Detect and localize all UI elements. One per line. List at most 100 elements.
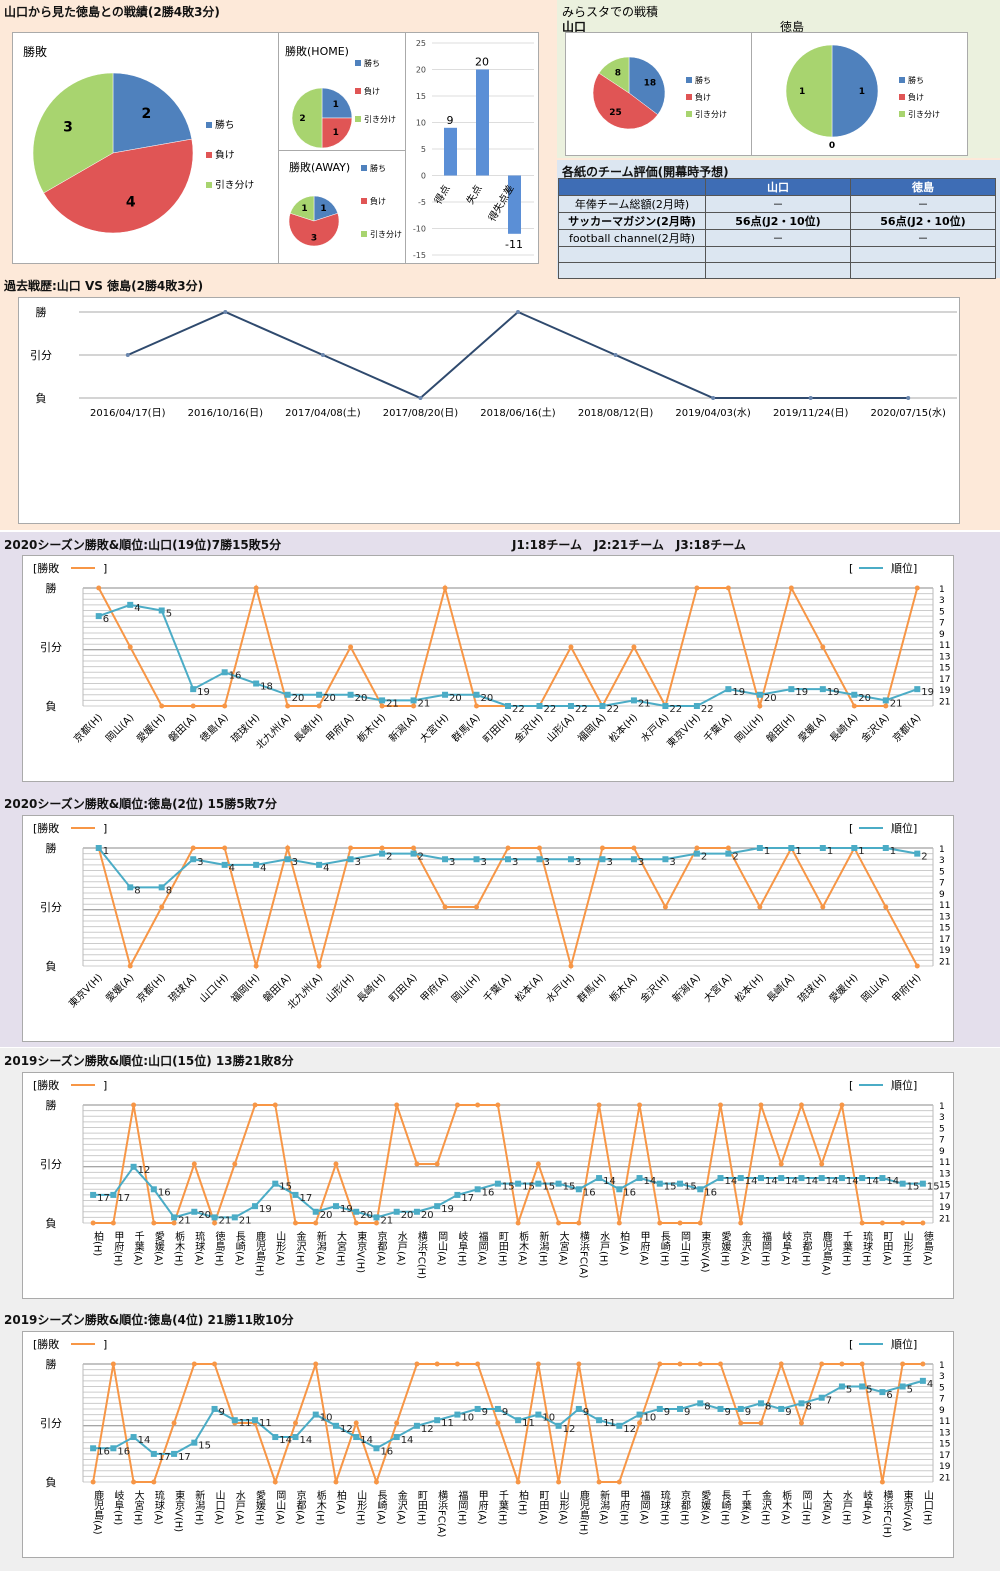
- result-point: [411, 845, 417, 851]
- rank-legend-label: 順位]: [891, 821, 917, 835]
- loss-slice: [321, 117, 353, 149]
- result-point: [725, 845, 731, 851]
- result-point: [285, 845, 291, 851]
- top-title: 山口から見た徳島との戦績(2勝4敗3分): [4, 5, 220, 19]
- rank-point: [473, 691, 480, 698]
- rank-point: [798, 1400, 805, 1407]
- result-point: [637, 1102, 643, 1108]
- bar-data-label: 20: [475, 56, 489, 69]
- result-point: [434, 1161, 440, 1167]
- rank-line: [93, 1379, 924, 1455]
- result-point: [631, 845, 637, 851]
- rank-point: [693, 850, 700, 857]
- x-tick-label: 甲府(H): [112, 1231, 124, 1266]
- rank-tick-label: 1: [939, 1102, 945, 1112]
- rank-legend-open: [: [849, 562, 853, 575]
- rank-point: [127, 884, 134, 891]
- x-tick-label: 2016/10/16(日): [188, 408, 264, 419]
- rank-data-label: 19: [197, 687, 210, 698]
- x-tick-label: 得点: [432, 183, 452, 206]
- result-point: [110, 1220, 116, 1226]
- rank-data-label: 9: [583, 1407, 589, 1418]
- rank-point: [373, 1214, 380, 1221]
- y-tick-label: 負: [36, 392, 47, 405]
- rank-point: [630, 697, 637, 704]
- result-legend-close: ]: [103, 1338, 107, 1351]
- result-point: [272, 1102, 278, 1108]
- x-tick-label: 松本(H): [606, 711, 640, 745]
- x-tick-label: 長崎(H): [719, 1490, 731, 1526]
- rank-point: [505, 856, 511, 863]
- x-tick-label: 岡山(A): [274, 1490, 286, 1525]
- legend-swatch: [355, 88, 361, 94]
- rank-data-label: 15: [907, 1182, 920, 1193]
- result-point: [434, 1361, 440, 1367]
- x-tick-label: 東京V(A): [901, 1489, 913, 1532]
- s2020t-title: 2020シーズン勝敗&順位:徳島(2位) 15勝5敗7分: [4, 797, 277, 811]
- rank-data-label: 22: [606, 704, 619, 715]
- x-tick-label: 琉球(H): [861, 1230, 873, 1267]
- rank-data-label: 9: [502, 1407, 508, 1418]
- rank-point: [757, 1400, 764, 1407]
- y-tick-label: 勝: [36, 305, 47, 319]
- x-tick-label: 横浜FC(H): [415, 1230, 427, 1279]
- legend-label: 負け: [215, 149, 235, 161]
- rank-data-label: 19: [441, 1204, 454, 1215]
- rank-data-label: 15: [542, 1182, 555, 1193]
- rank-data-label: 14: [401, 1435, 414, 1446]
- x-tick-label: 町田(A): [537, 1490, 549, 1525]
- rank-point: [882, 845, 889, 851]
- result-legend-label: [勝敗: [33, 821, 59, 835]
- rank-point: [312, 1411, 319, 1418]
- x-tick-label: 甲府(A): [323, 711, 357, 745]
- rank-point: [110, 1191, 117, 1198]
- x-tick-label: 金沢(A): [739, 1230, 751, 1266]
- x-tick-label: 甲府(A): [476, 1490, 488, 1525]
- x-tick-label: 岡山(H): [733, 712, 767, 746]
- rank-tick-label: 11: [939, 1158, 950, 1168]
- pie-data-label: 3: [311, 233, 317, 243]
- x-tick-label: 山形(H): [323, 972, 357, 1006]
- result-point: [151, 1479, 157, 1485]
- rank-point: [851, 845, 858, 851]
- result-point: [677, 1220, 683, 1226]
- rank-data-label: 21: [890, 698, 903, 709]
- pie-data-label: 1: [333, 128, 339, 138]
- x-tick-label: 新潟(H): [537, 1230, 549, 1267]
- result-legend-label: [勝敗: [33, 1337, 59, 1351]
- x-tick-label: 金沢(A): [395, 1489, 407, 1525]
- x-tick-label: 2018/06/16(土): [480, 406, 556, 419]
- result-point: [348, 845, 354, 851]
- x-tick-label: 栃木(H): [314, 1489, 326, 1526]
- main-pie-title: 勝敗: [23, 45, 48, 59]
- x-tick-label: 徳島(H): [213, 1230, 225, 1267]
- result-point: [535, 1361, 541, 1367]
- result-point: [819, 1361, 825, 1367]
- rank-point: [347, 856, 354, 863]
- y-tick-label: 10: [416, 119, 426, 128]
- legend-swatch: [899, 111, 905, 117]
- rank-point: [494, 1405, 501, 1412]
- x-tick-label: 山形(A): [274, 1231, 286, 1266]
- rank-data-label: 9: [725, 1407, 731, 1418]
- result-point: [900, 1361, 906, 1367]
- rank-point: [410, 697, 417, 704]
- result-point: [131, 1102, 137, 1108]
- rank-point: [536, 703, 543, 709]
- rank-tick-label: 11: [939, 1417, 950, 1427]
- result-point: [333, 1479, 339, 1485]
- x-tick-label: 京都(A): [294, 1489, 306, 1525]
- result-point: [920, 1220, 926, 1226]
- result-point: [394, 1102, 400, 1108]
- x-tick-label: 鹿児島(A): [92, 1489, 104, 1535]
- rank-point: [697, 1186, 704, 1193]
- result-point: [718, 1361, 723, 1367]
- rank-data-label: 20: [320, 1210, 333, 1221]
- legend-label: 負け: [695, 92, 711, 102]
- rank-data-label: 20: [360, 1210, 373, 1221]
- rank-point: [353, 1208, 360, 1215]
- rank-point: [656, 1405, 663, 1412]
- result-axis-label: 勝: [46, 841, 57, 855]
- rank-point: [130, 1163, 137, 1170]
- rank-tick-label: 17: [939, 1192, 950, 1202]
